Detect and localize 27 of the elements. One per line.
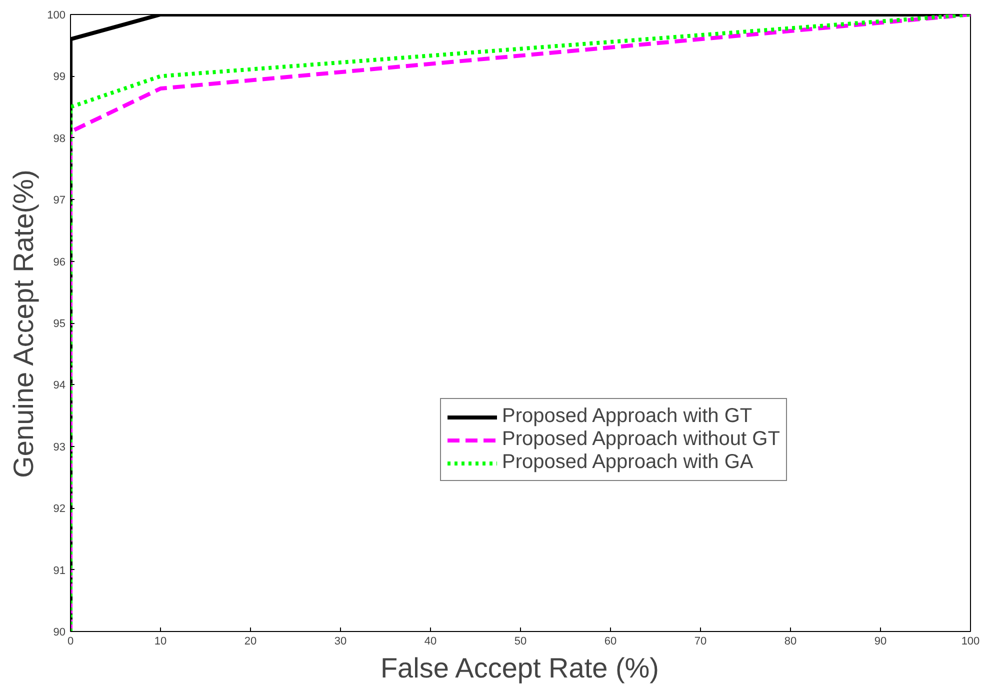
- legend-label: Proposed Approach with GA: [502, 451, 754, 474]
- y-tick-label: 94: [53, 380, 66, 392]
- x-tick-label: 100: [961, 636, 980, 648]
- x-tick-label: 20: [244, 636, 257, 648]
- x-tick-label: 50: [514, 636, 527, 648]
- x-tick-label: 40: [424, 636, 437, 648]
- x-tick-label: 70: [694, 636, 707, 648]
- y-tick-label: 96: [53, 256, 66, 268]
- y-tick-label: 99: [53, 71, 66, 84]
- x-tick-label: 90: [874, 636, 887, 648]
- legend-label: Proposed Approach with GT: [502, 405, 752, 428]
- y-axis-title: Genuine Accept Rate(%): [8, 170, 40, 478]
- legend-label: Proposed Approach without GT: [502, 428, 780, 451]
- x-tick-label: 60: [604, 636, 617, 648]
- x-tick-label: 10: [154, 636, 167, 648]
- y-tick-label: 100: [47, 10, 66, 22]
- y-tick-label: 93: [53, 441, 66, 454]
- y-tick-label: 95: [53, 318, 66, 330]
- x-tick-label: 80: [784, 636, 797, 648]
- x-tick-label: 30: [334, 636, 347, 648]
- y-tick-label: 92: [53, 503, 66, 516]
- y-tick-label: 90: [53, 626, 66, 638]
- x-tick-label: 0: [67, 636, 74, 648]
- y-tick-label: 97: [53, 194, 66, 207]
- y-tick-label: 91: [53, 564, 66, 577]
- x-axis-title: False Accept Rate (%): [380, 652, 660, 684]
- y-tick-label: 98: [53, 132, 66, 145]
